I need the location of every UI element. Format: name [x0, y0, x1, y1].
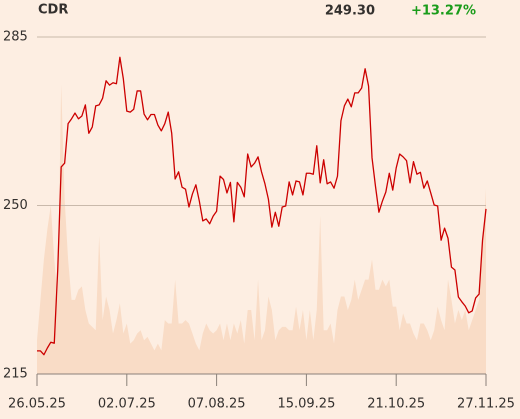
- volume-area: [37, 84, 486, 375]
- ticker: CDR: [38, 3, 68, 18]
- price-change: +13.27%: [411, 4, 476, 19]
- x-tick-label: 02.07.25: [98, 397, 156, 412]
- y-tick-label: 215: [3, 367, 28, 382]
- y-tick-label: 285: [3, 30, 28, 45]
- x-tick-label: 15.09.25: [277, 397, 335, 412]
- x-tick-label: 07.08.25: [188, 397, 246, 412]
- last-price: 249.30: [325, 4, 375, 19]
- x-tick-label: 21.10.25: [367, 397, 425, 412]
- y-tick-label: 250: [3, 198, 28, 213]
- price-line: [37, 56, 487, 356]
- x-tick-label: 26.05.25: [8, 397, 66, 412]
- x-tick-label: 27.11.25: [457, 397, 515, 412]
